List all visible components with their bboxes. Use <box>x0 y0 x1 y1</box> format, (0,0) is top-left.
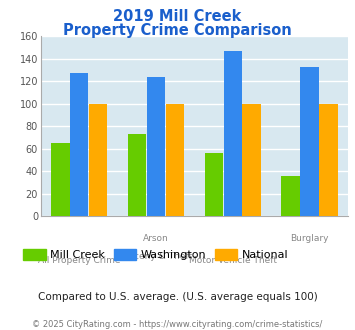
Text: Property Crime Comparison: Property Crime Comparison <box>63 23 292 38</box>
Text: Burglary: Burglary <box>290 234 329 243</box>
Bar <box>300 67 319 216</box>
Bar <box>282 176 300 216</box>
Text: © 2025 CityRating.com - https://www.cityrating.com/crime-statistics/: © 2025 CityRating.com - https://www.city… <box>32 320 323 329</box>
Bar <box>70 73 88 216</box>
Bar <box>147 77 165 216</box>
Text: Larceny & Theft: Larceny & Theft <box>120 252 192 261</box>
Text: Arson: Arson <box>143 234 169 243</box>
Bar <box>319 104 338 216</box>
Bar <box>205 153 223 216</box>
Text: All Property Crime: All Property Crime <box>38 256 120 265</box>
Bar <box>51 143 70 216</box>
Bar <box>224 51 242 216</box>
Text: Motor Vehicle Theft: Motor Vehicle Theft <box>189 256 277 265</box>
Text: 2019 Mill Creek: 2019 Mill Creek <box>113 9 242 24</box>
Legend: Mill Creek, Washington, National: Mill Creek, Washington, National <box>23 248 288 260</box>
Bar <box>128 134 146 216</box>
Bar <box>165 104 184 216</box>
Text: Compared to U.S. average. (U.S. average equals 100): Compared to U.S. average. (U.S. average … <box>38 292 317 302</box>
Bar <box>89 104 107 216</box>
Bar <box>242 104 261 216</box>
